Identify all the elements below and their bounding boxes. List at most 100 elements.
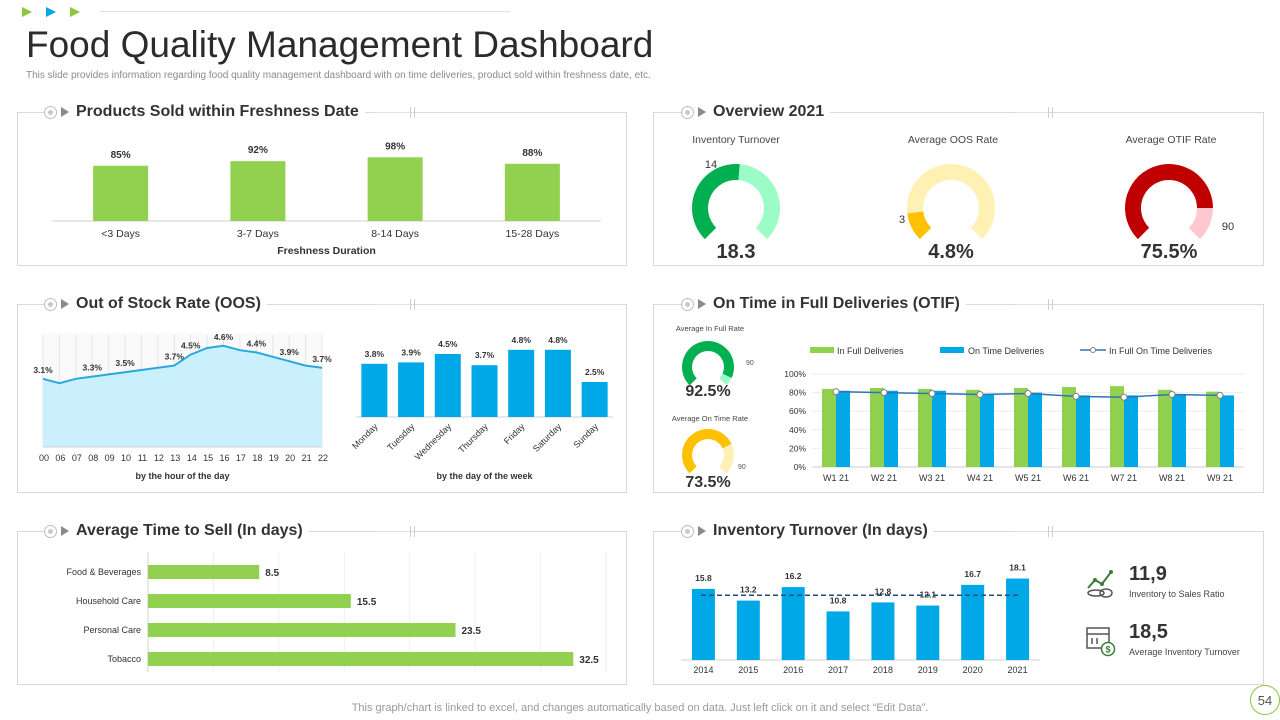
panel-title: Average Time to Sell (In days) — [76, 522, 303, 539]
tick-label: W5 21 — [1015, 473, 1041, 483]
data-label: 2.5% — [585, 367, 605, 377]
data-label: 4.8% — [512, 335, 532, 345]
header-tick — [1048, 526, 1053, 537]
legend-swatch — [940, 347, 964, 353]
data-label: 23.5 — [462, 626, 482, 637]
arrow-icon — [70, 7, 80, 17]
page-subtitle: This slide provides information regardin… — [26, 70, 651, 81]
overview-gauges: Inventory Turnover 14 18.3 Average OOS Rate… — [692, 134, 1234, 263]
footer-note: This graph/chart is linked to excel, and… — [351, 702, 929, 714]
tick-label: 80% — [789, 388, 806, 398]
avg-time-chart: Food & Beverages 8.5 Household Care 15.5 Per… — [66, 552, 607, 672]
data-label: 32.5 — [579, 655, 599, 666]
data-label: 3.7% — [312, 354, 332, 364]
avg-time-panel: Food & Beverages 8.5 Household Care 15.5 Per… — [17, 531, 627, 685]
inv-turnover-chart: 15.8 2014 13.2 2015 16.2 2016 10.8 2017 12.8 2018… — [681, 563, 1040, 675]
data-label: 16.2 — [785, 571, 802, 581]
tick-label: W3 21 — [919, 473, 945, 483]
tick-label: 20% — [789, 443, 806, 453]
inv-turnover-header: Inventory Turnover (In days) — [681, 521, 934, 541]
bar — [230, 161, 286, 221]
data-label: 10.8 — [830, 595, 847, 605]
tick-label: Sunday — [571, 421, 600, 450]
data-label: 3.3% — [83, 363, 103, 373]
bar — [581, 382, 608, 417]
tick-label: 2021 — [1008, 665, 1028, 675]
bar — [691, 588, 715, 660]
line-point — [1024, 390, 1032, 398]
gauge-marker-label: 14 — [705, 159, 717, 171]
calendar-money-icon: $ — [1086, 627, 1116, 657]
bar — [781, 587, 805, 660]
tick-label: 07 — [72, 453, 82, 463]
gauge-marker-label: 90 — [746, 360, 754, 367]
gauge-filled-segment — [682, 341, 734, 386]
kpi-value: 18,5 — [1129, 621, 1168, 643]
gauge-filled-segment — [682, 429, 732, 474]
data-label: 98% — [385, 141, 405, 152]
data-label: 16.7 — [964, 569, 981, 579]
header-rule — [1014, 531, 1048, 532]
tick-label: W6 21 — [1063, 473, 1089, 483]
bar — [1220, 395, 1234, 467]
circle-icon — [681, 105, 694, 119]
circle-icon — [44, 524, 57, 538]
data-label: 13.2 — [740, 585, 757, 595]
line-point — [928, 390, 936, 398]
tick-label: 40% — [789, 425, 806, 435]
tick-label: 8-14 Days — [371, 228, 419, 240]
panel-title: On Time in Full Deliveries (OTIF) — [713, 295, 960, 312]
tick-label: W9 21 — [1207, 473, 1233, 483]
tick-label: 21 — [302, 453, 312, 463]
bar — [1110, 386, 1124, 467]
circle-icon — [681, 524, 694, 538]
bar — [966, 389, 980, 467]
gauge-remaining-segment — [738, 164, 780, 240]
gauge-label: Inventory Turnover — [692, 134, 780, 146]
data-label: 15.8 — [695, 573, 712, 583]
header-tick — [410, 526, 415, 537]
gauge-remaining-segment — [719, 373, 732, 386]
freshness-chart: 85% <3 Days 92% 3-7 Days 98% 8-14 Days 88% 15-2… — [52, 141, 601, 257]
bar — [1014, 387, 1028, 467]
area-line — [42, 344, 323, 385]
tick-label: Wednesday — [413, 421, 454, 462]
panel-title: Out of Stock Rate (OOS) — [76, 295, 261, 312]
otif-panel: Average In Full Rate 90 92.5% Average On Ti… — [653, 304, 1264, 493]
tick-label: Saturday — [531, 421, 564, 454]
tick-label: 2016 — [783, 665, 803, 675]
circle-icon — [44, 297, 57, 311]
bar — [736, 600, 760, 660]
line-point — [976, 390, 984, 398]
header-tick — [1048, 299, 1053, 310]
oos-charts: 3.1% 3.3% 3.5%3.7%4.5%4.6%4.4%3.9%3.7%00 06… — [33, 332, 613, 481]
circle-icon — [44, 105, 57, 119]
tick-label: 18 — [252, 453, 262, 463]
legend-swatch — [810, 347, 834, 353]
gauge-remaining-segment — [907, 164, 995, 240]
data-label: 8.5 — [265, 568, 279, 579]
gauge-label: Average On Time Rate — [672, 414, 748, 423]
bar — [932, 390, 946, 467]
otif-header: On Time in Full Deliveries (OTIF) — [681, 294, 966, 314]
arrow-icons — [22, 7, 80, 17]
tick-label: Monday — [350, 421, 380, 451]
tick-label: Household Care — [76, 596, 141, 606]
bar — [148, 594, 351, 608]
gauge-marker-label: 3 — [899, 214, 905, 226]
avg-time-header: Average Time to Sell (In days) — [44, 521, 309, 541]
bar — [836, 390, 850, 467]
bar — [148, 623, 456, 637]
freshness-panel: 85% <3 Days 92% 3-7 Days 98% 8-14 Days 88% 15-2… — [17, 112, 627, 266]
header-tick — [410, 299, 415, 310]
legend-label: In Full Deliveries — [837, 346, 904, 356]
bar — [1076, 395, 1090, 467]
tick-label: 12 — [154, 453, 164, 463]
oos-panel: 3.1% 3.3% 3.5% 3.7% 4.5% 4.6% 4.4% 3.9% 3.7% 00 06… — [17, 304, 627, 493]
gauge-filled-segment — [692, 164, 740, 240]
gauge-value: 4.8% — [928, 241, 974, 263]
bar — [884, 390, 898, 467]
tick-label: W4 21 — [967, 473, 993, 483]
tick-label: Tuesday — [385, 421, 417, 453]
data-label: 12.8 — [875, 586, 892, 596]
